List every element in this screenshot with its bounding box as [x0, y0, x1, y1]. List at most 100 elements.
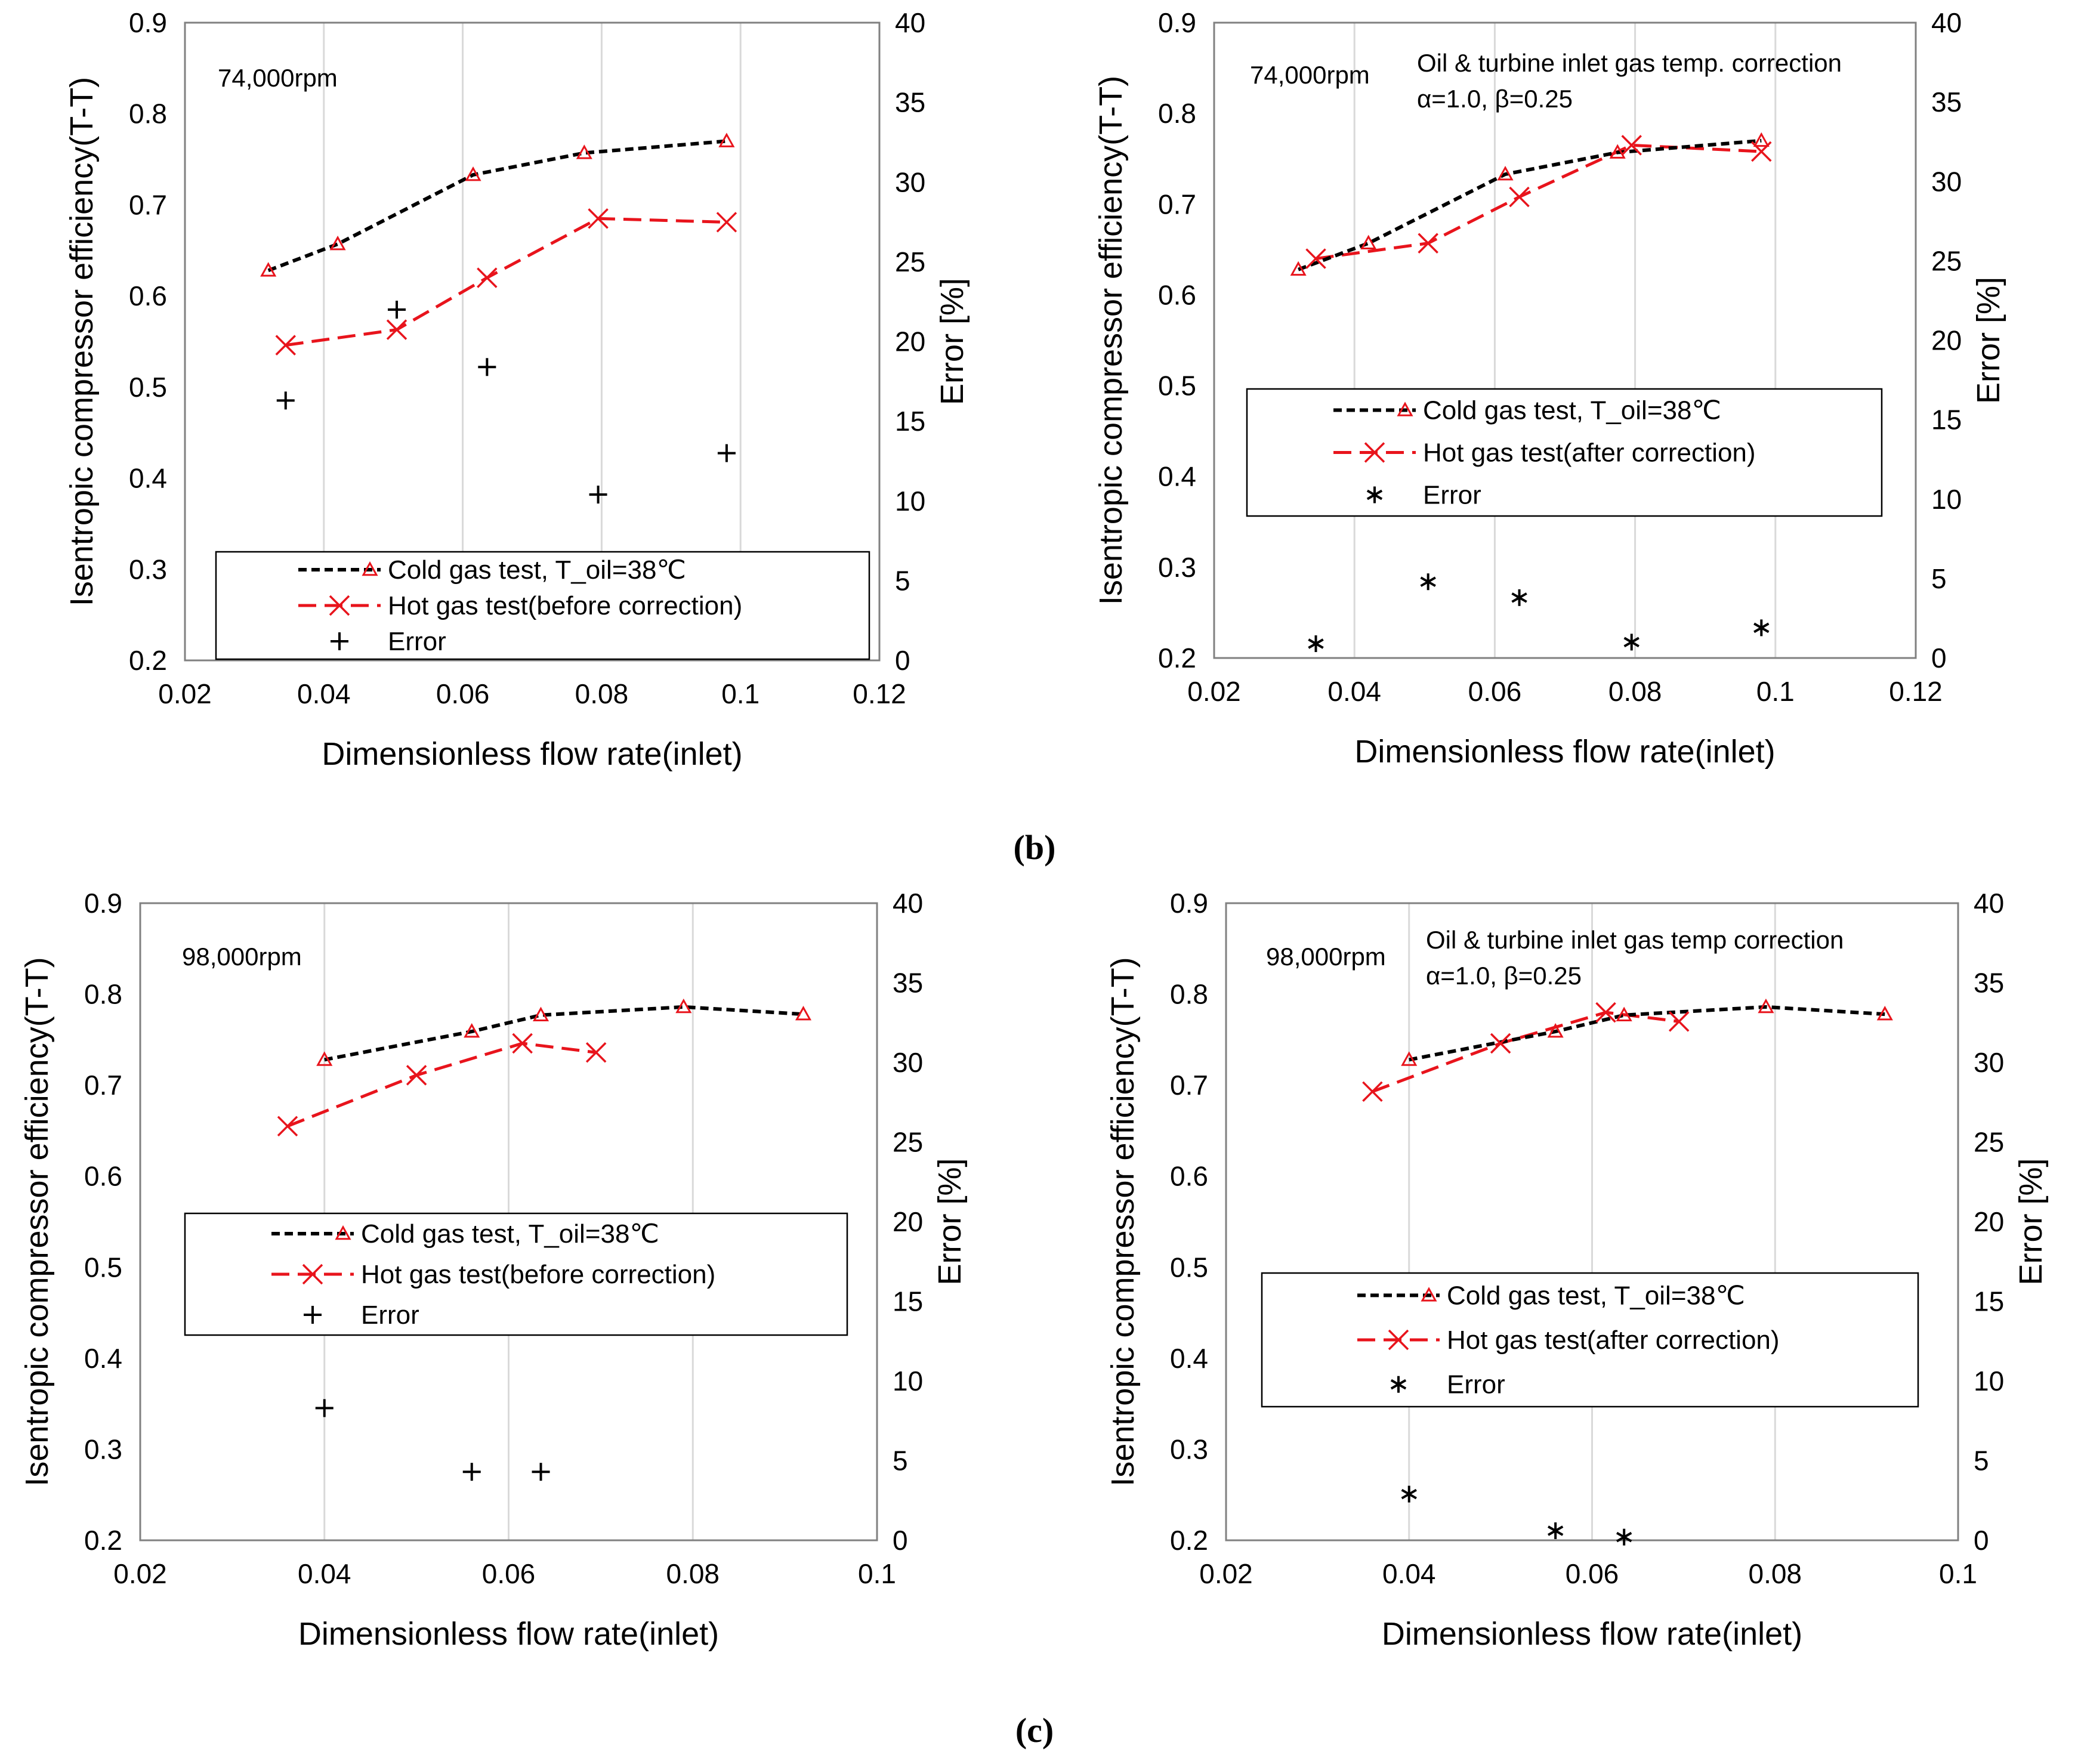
cold-gas-point: [1753, 132, 1770, 147]
y2-tick-label: 10: [1931, 484, 1962, 515]
y2-tick-label: 35: [895, 87, 925, 118]
y-tick-label: 0.8: [84, 979, 122, 1010]
x-tick-label: 0.1: [721, 678, 759, 709]
plot-frame: [139, 902, 878, 1541]
marker-stroke: [1390, 1379, 1407, 1390]
hot-gas-point: [1305, 248, 1326, 269]
cold-gas-point: [1547, 1023, 1564, 1038]
hot-gas-point: [585, 1042, 607, 1063]
y2-tick-label: 40: [893, 888, 923, 919]
cold-gas-point: [675, 998, 692, 1014]
marker-stroke: [585, 1042, 607, 1063]
legend-cold-label: Cold gas test, T_oil=38℃: [1447, 1281, 1745, 1310]
y2-tick-label: 20: [1974, 1206, 2004, 1237]
legend-error-marker: [1390, 1376, 1407, 1393]
legend-cold-marker: [362, 561, 378, 576]
cold-gas-point: [465, 166, 481, 181]
y-tick-label: 0.4: [84, 1343, 122, 1374]
marker-stroke: [386, 319, 407, 340]
plot-frame: [1225, 902, 1959, 1541]
marker-stroke: [1401, 1488, 1417, 1500]
y2-tick-label: 25: [895, 246, 925, 277]
y-tick-label: 0.3: [1158, 552, 1196, 583]
marker-stroke: [1547, 1525, 1564, 1536]
cold-gas-point: [1360, 234, 1377, 250]
cold-gas-line: [267, 139, 727, 273]
y2-tick-label: 40: [895, 7, 925, 38]
x-tick-label: 0.1: [858, 1558, 896, 1589]
y-axis-label: Isentropic compressor efficiency(T-T): [1105, 957, 1141, 1486]
x-tick-label: 0.08: [1608, 676, 1662, 707]
cold-gas-point: [316, 1051, 333, 1066]
marker-stroke: [1420, 576, 1436, 587]
y2-tick-label: 30: [1974, 1047, 2004, 1078]
y2-tick-label: 5: [1974, 1445, 1989, 1476]
marker-stroke: [477, 267, 498, 288]
legend-box: [184, 1212, 848, 1336]
x-tick-label: 0.08: [575, 678, 629, 709]
y-tick-label: 0.6: [129, 280, 167, 311]
legend-error-label: Error: [1423, 481, 1481, 510]
y2-tick-label: 5: [895, 565, 910, 596]
marker-stroke: [1511, 592, 1527, 603]
cold-gas-point: [576, 144, 592, 159]
y2-tick-label: 35: [893, 968, 923, 999]
cold-gas-point: [1616, 1006, 1632, 1021]
marker-stroke: [1616, 1531, 1632, 1543]
y-tick-label: 0.3: [129, 554, 167, 585]
cold-gas-point: [260, 262, 277, 277]
x-tick-label: 0.04: [298, 1558, 351, 1589]
cold-gas-point: [718, 132, 735, 147]
cold-gas-point: [329, 236, 346, 251]
error-point: [276, 391, 295, 410]
legend-hot-label: Hot gas test(after correction): [1423, 438, 1756, 468]
y-tick-label: 0.7: [129, 189, 167, 220]
y2-axis-label: Error [%]: [2013, 1158, 2049, 1285]
chart-c-right: 0.02 0.04 0.06 0.08 0.1 0.2 0.3 0.4 0.5 0.6 0.7 0.8…: [1105, 888, 2049, 1652]
y2-tick-label: 30: [893, 1047, 923, 1078]
y2-tick-label: 10: [895, 486, 925, 517]
y2-tick-label: 20: [895, 326, 925, 357]
marker-stroke: [1753, 622, 1770, 634]
legend-cold-label: Cold gas test, T_oil=38℃: [361, 1219, 659, 1249]
marker-stroke: [1595, 1002, 1616, 1023]
x-axis-label: Dimensionless flow rate(inlet): [1354, 734, 1775, 770]
y2-tick-label: 25: [1974, 1127, 2004, 1158]
marker-stroke: [275, 335, 297, 356]
error-point: [1511, 589, 1527, 606]
legend-hot-label: Hot gas test(after correction): [1447, 1326, 1780, 1355]
legend-hot-marker: [1388, 1329, 1409, 1351]
cold-gas-point: [1609, 144, 1626, 159]
hot-gas-point: [1418, 233, 1438, 254]
correction-note: Oil & turbine inlet gas temp correction: [1426, 926, 1844, 954]
x-tick-label: 0.02: [113, 1558, 167, 1589]
hot-gas-point: [386, 319, 407, 340]
x-tick-label: 0.02: [1187, 676, 1241, 707]
y-tick-label: 0.2: [1170, 1525, 1208, 1556]
legend-error-label: Error: [1447, 1370, 1505, 1400]
y2-tick-label: 0: [1974, 1525, 1989, 1556]
y-axis-label: Isentropic compressor efficiency(T-T): [1093, 76, 1129, 605]
y-tick-label: 0.8: [1158, 98, 1196, 129]
y2-axis-label: Error [%]: [932, 1158, 968, 1285]
y2-tick-label: 40: [1931, 7, 1962, 38]
cold-gas-point: [795, 1006, 812, 1021]
marker-stroke: [1621, 135, 1642, 156]
y2-tick-label: 40: [1974, 888, 2004, 919]
correction-note: Oil & turbine inlet gas temp. correction: [1417, 49, 1842, 77]
legend-cold-marker: [1397, 401, 1413, 416]
y2-axis-label: Error [%]: [1971, 277, 2006, 404]
caption-b: (b): [1014, 828, 1056, 867]
correction-note: α=1.0, β=0.25: [1426, 962, 1582, 990]
y-tick-label: 0.5: [1158, 370, 1196, 401]
marker-stroke: [588, 208, 609, 229]
cold-gas-point: [1401, 1051, 1418, 1066]
legend-cold-label: Cold gas test, T_oil=38℃: [1423, 396, 1721, 425]
y-tick-label: 0.9: [84, 888, 122, 919]
y-tick-label: 0.6: [1170, 1161, 1208, 1192]
hot-gas-point: [275, 335, 297, 356]
hot-gas-point: [588, 208, 609, 229]
error-point: [1623, 634, 1640, 651]
hot-gas-point: [1621, 135, 1642, 156]
